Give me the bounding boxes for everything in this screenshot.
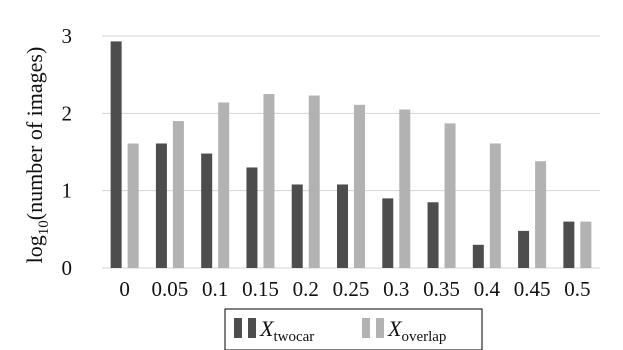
y-tick-labels: 0 1 2 3 [62, 24, 73, 280]
bar-overlap-0.45 [535, 161, 547, 268]
bar-overlap-0.1 [218, 102, 230, 268]
bar-twocar-0.45 [518, 230, 530, 268]
y-axis-label-subscript: 10 [36, 220, 52, 235]
legend: Xtwocar Xoverlap [224, 308, 483, 350]
x-tick-label: 0.35 [423, 277, 460, 301]
gridlines [102, 35, 600, 269]
legend-swatch [376, 318, 384, 338]
legend-label-subscript: twocar [273, 329, 314, 345]
bar-overlap-0.3 [399, 109, 411, 268]
x-tick-label: 0.3 [383, 277, 409, 301]
bar-twocar-0 [110, 41, 122, 269]
bar-overlap-0.15 [263, 94, 275, 268]
bar-twocar-0.15 [246, 167, 258, 268]
legend-box [224, 308, 483, 350]
x-tick-label: 0.2 [293, 277, 319, 301]
bar-twocar-0.5 [563, 221, 575, 268]
x-tick-label: 0.1 [202, 277, 228, 301]
x-tick-labels: 0 0.05 0.1 0.15 0.2 0.25 0.3 0.35 0.4 0.45 0.5 [119, 277, 590, 301]
legend-swatch [362, 318, 370, 338]
legend-swatch [248, 318, 256, 338]
y-axis-label-rest: (number of images) [22, 47, 47, 221]
bar-overlap-0.35 [444, 123, 456, 269]
legend-label-subscript: overlap [401, 329, 446, 345]
bar-overlap-0 [127, 143, 139, 268]
bar-twocar-0.4 [472, 244, 484, 268]
bar-overlap-0.05 [172, 121, 184, 268]
y-tick-label: 0 [62, 256, 73, 280]
x-tick-label: 0.45 [514, 277, 551, 301]
legend-label-main: X [387, 316, 403, 341]
x-tick-label: 0.15 [242, 277, 279, 301]
x-tick-label: 0.4 [474, 277, 501, 301]
x-tick-label: 0.05 [152, 277, 189, 301]
bar-overlap-0.4 [489, 143, 501, 268]
y-tick-label: 1 [62, 179, 73, 203]
bar-overlap-0.25 [354, 104, 365, 269]
legend-swatch [234, 318, 242, 338]
bar-twocar-0.3 [382, 198, 394, 268]
x-tick-label: 0 [119, 277, 130, 301]
bar-twocar-0.1 [201, 153, 213, 268]
y-tick-label: 3 [62, 24, 73, 48]
legend-item-overlap: Xoverlap [362, 316, 446, 345]
bars [110, 41, 592, 269]
svg-text:Xoverlap: Xoverlap [387, 316, 446, 345]
bar-overlap-0.2 [308, 95, 320, 269]
bar-twocar-0.35 [427, 202, 439, 268]
y-axis-label-main: log [22, 235, 47, 263]
legend-item-twocar: Xtwocar [234, 316, 314, 345]
y-tick-label: 2 [62, 101, 73, 125]
bar-overlap-0.5 [580, 221, 592, 268]
x-tick-label: 0.25 [333, 277, 370, 301]
bar-twocar-0.05 [155, 143, 167, 268]
x-tick-label: 0.5 [564, 277, 590, 301]
bar-twocar-0.2 [291, 184, 303, 268]
legend-label-main: X [259, 316, 275, 341]
svg-text:Xtwocar: Xtwocar [259, 316, 314, 345]
y-axis-label: log10(number of images) [22, 47, 52, 264]
bar-twocar-0.25 [337, 184, 348, 268]
